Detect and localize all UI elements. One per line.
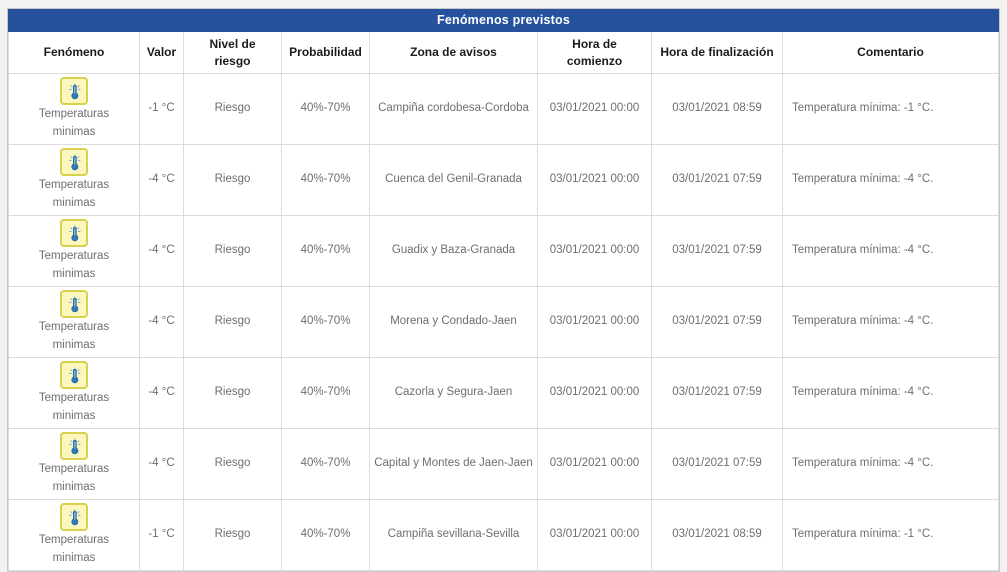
min-temperature-icon [60,219,88,248]
cell-probabilidad: 40%-70% [281,286,370,358]
cell-valor: -4 °C [139,215,184,287]
cell-comentario: Temperatura mínima: -4 °C. [782,215,999,287]
cell-probabilidad: 40%-70% [281,499,370,571]
column-header-nivel-de-riesgo: Nivel de riesgo [183,32,282,74]
table-body: Temperaturas minimas -1 °C Riesgo 40%-70… [8,73,999,571]
table-row: Temperaturas minimas -4 °C Riesgo 40%-70… [8,144,999,216]
cell-probabilidad: 40%-70% [281,73,370,145]
cell-hora-comienzo: 03/01/2021 00:00 [537,428,652,500]
cell-valor: -4 °C [139,144,184,216]
cell-zona-avisos: Campiña cordobesa-Cordoba [369,73,538,145]
cell-hora-finalizacion: 03/01/2021 07:59 [651,215,783,287]
cell-valor: -1 °C [139,73,184,145]
cell-fenomeno: Temperaturas minimas [8,215,140,287]
cell-nivel-riesgo: Riesgo [183,144,282,216]
phenomenon-label: Temperaturas minimas [38,179,110,209]
cell-zona-avisos: Cazorla y Segura-Jaen [369,357,538,429]
cell-fenomeno: Temperaturas minimas [8,286,140,358]
column-header-valor: Valor [139,32,184,74]
cell-comentario: Temperatura mínima: -4 °C. [782,357,999,429]
min-temperature-icon [60,77,88,106]
weather-warnings-page: Fenómenos previstos Fenómeno Valor Nivel… [7,8,1000,572]
min-temperature-icon [60,432,88,461]
column-header-probabilidad: Probabilidad [281,32,370,74]
cell-hora-finalizacion: 03/01/2021 07:59 [651,428,783,500]
phenomenon-label: Temperaturas minimas [38,108,110,138]
cell-zona-avisos: Campiña sevillana-Sevilla [369,499,538,571]
cell-nivel-riesgo: Riesgo [183,286,282,358]
table-row: Temperaturas minimas -4 °C Riesgo 40%-70… [8,215,999,287]
cell-nivel-riesgo: Riesgo [183,357,282,429]
min-temperature-icon [60,148,88,177]
cell-zona-avisos: Guadix y Baza-Granada [369,215,538,287]
column-header-hora-de-comienzo: Hora de comienzo [537,32,652,74]
column-header-comentario: Comentario [782,32,999,74]
cell-comentario: Temperatura mínima: -4 °C. [782,144,999,216]
phenomenon-label: Temperaturas minimas [38,534,110,564]
phenomenon-label: Temperaturas minimas [38,392,110,422]
cell-hora-finalizacion: 03/01/2021 08:59 [651,499,783,571]
column-header-fenomeno: Fenómeno [8,32,140,74]
cell-probabilidad: 40%-70% [281,144,370,216]
cell-valor: -1 °C [139,499,184,571]
cell-hora-comienzo: 03/01/2021 00:00 [537,215,652,287]
cell-hora-finalizacion: 03/01/2021 07:59 [651,357,783,429]
cell-comentario: Temperatura mínima: -4 °C. [782,428,999,500]
cell-probabilidad: 40%-70% [281,428,370,500]
phenomenon-label: Temperaturas minimas [38,321,110,351]
cell-nivel-riesgo: Riesgo [183,428,282,500]
cell-comentario: Temperatura mínima: -1 °C. [782,73,999,145]
table-row: Temperaturas minimas -4 °C Riesgo 40%-70… [8,286,999,358]
min-temperature-icon [60,290,88,319]
cell-comentario: Temperatura mínima: -4 °C. [782,286,999,358]
cell-fenomeno: Temperaturas minimas [8,357,140,429]
min-temperature-icon [60,361,88,390]
table-row: Temperaturas minimas -1 °C Riesgo 40%-70… [8,73,999,145]
cell-nivel-riesgo: Riesgo [183,499,282,571]
cell-hora-comienzo: 03/01/2021 00:00 [537,499,652,571]
cell-hora-comienzo: 03/01/2021 00:00 [537,357,652,429]
cell-nivel-riesgo: Riesgo [183,73,282,145]
header-row: Fenómeno Valor Nivel de riesgo Probabili… [8,32,999,74]
cell-zona-avisos: Cuenca del Genil-Granada [369,144,538,216]
column-header-hora-de-finalizacion: Hora de finalización [651,32,783,74]
cell-nivel-riesgo: Riesgo [183,215,282,287]
cell-hora-finalizacion: 03/01/2021 07:59 [651,144,783,216]
cell-valor: -4 °C [139,357,184,429]
forecast-warnings-table: Fenómeno Valor Nivel de riesgo Probabili… [8,32,999,571]
cell-zona-avisos: Morena y Condado-Jaen [369,286,538,358]
cell-fenomeno: Temperaturas minimas [8,428,140,500]
cell-hora-finalizacion: 03/01/2021 08:59 [651,73,783,145]
cell-hora-comienzo: 03/01/2021 00:00 [537,73,652,145]
cell-fenomeno: Temperaturas minimas [8,144,140,216]
cell-hora-finalizacion: 03/01/2021 07:59 [651,286,783,358]
cell-valor: -4 °C [139,428,184,500]
min-temperature-icon [60,503,88,532]
cell-hora-comienzo: 03/01/2021 00:00 [537,144,652,216]
table-row: Temperaturas minimas -1 °C Riesgo 40%-70… [8,499,999,571]
cell-probabilidad: 40%-70% [281,357,370,429]
cell-fenomeno: Temperaturas minimas [8,499,140,571]
phenomenon-label: Temperaturas minimas [38,250,110,280]
forecast-table-frame: Fenómenos previstos Fenómeno Valor Nivel… [7,8,1000,572]
table-row: Temperaturas minimas -4 °C Riesgo 40%-70… [8,428,999,500]
cell-comentario: Temperatura mínima: -1 °C. [782,499,999,571]
cell-valor: -4 °C [139,286,184,358]
column-header-zona-de-avisos: Zona de avisos [369,32,538,74]
cell-probabilidad: 40%-70% [281,215,370,287]
cell-hora-comienzo: 03/01/2021 00:00 [537,286,652,358]
table-row: Temperaturas minimas -4 °C Riesgo 40%-70… [8,357,999,429]
phenomenon-label: Temperaturas minimas [38,463,110,493]
cell-fenomeno: Temperaturas minimas [8,73,140,145]
table-title: Fenómenos previstos [8,9,999,32]
cell-zona-avisos: Capital y Montes de Jaen-Jaen [369,428,538,500]
